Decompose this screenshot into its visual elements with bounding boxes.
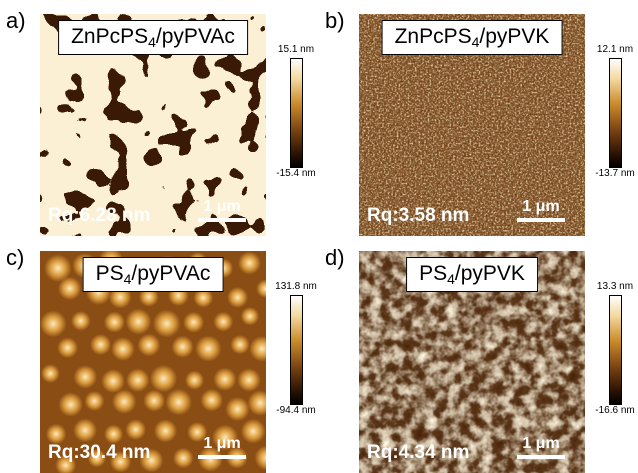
roughness-label: Rq:3.58 nm [367, 205, 470, 226]
colorbar [290, 58, 303, 168]
surface-dot [256, 279, 266, 298]
colorbar-max: 131.8 nm [275, 281, 317, 292]
surface-dot [125, 308, 152, 335]
surface-dot [90, 334, 112, 356]
afm-image: PS4/pyPVK Rq:4.34 nm 1 μm [359, 251, 585, 473]
scale-bar-line [198, 455, 246, 459]
colorbar-min: -15.4 nm [276, 168, 316, 179]
scale-bar: 1 μm [198, 435, 246, 459]
surface-dot [254, 445, 266, 471]
surface-dot [200, 388, 223, 412]
surface-dot [173, 447, 194, 469]
surface-dot [249, 336, 266, 362]
afm-image: PS4/pyPVAc Rq:30.4 nm 1 μm [40, 251, 266, 473]
surface-dot [45, 423, 67, 445]
surface-dot [213, 367, 237, 391]
surface-dot [125, 419, 147, 440]
afm-image: ZnPcPS4/pyPVAc Rq:6.28 nm 1 μm [40, 14, 266, 236]
surface-dot [137, 333, 161, 357]
surface-dot [193, 287, 214, 308]
surface-dot [58, 392, 83, 417]
surface-dot [143, 389, 166, 412]
sample-label: ZnPcPS4/pyPVK [381, 20, 563, 55]
surface-dot [152, 309, 181, 338]
scale-bar-label: 1 μm [522, 435, 560, 452]
panel-a: a) ZnPcPS4/pyPVAc Rq:6.28 nm 1 μm 15.1 n… [0, 0, 319, 236]
surface-dot [109, 451, 132, 473]
surface-dot [183, 311, 205, 333]
panel-b: b) ZnPcPS4/pyPVK Rq:3.58 nm 1 μm 12.1 nm… [319, 0, 638, 236]
surface-dot [73, 418, 97, 443]
surface-dot [55, 454, 77, 473]
colorbar-max: 12.1 nm [596, 44, 634, 55]
colorbar [609, 295, 622, 405]
surface-dot [240, 307, 260, 326]
surface-dot [58, 276, 82, 301]
surface-dot [101, 369, 125, 393]
surface-dot [230, 334, 250, 355]
scale-bar-label: 1 μm [203, 435, 241, 452]
surface-dot [237, 368, 261, 392]
scale-bar: 1 μm [517, 435, 565, 459]
surface-dot [187, 422, 208, 443]
afm-image: ZnPcPS4/pyPVK Rq:3.58 nm 1 μm [359, 14, 585, 236]
surface-dot [237, 251, 261, 275]
surface-dot [212, 424, 239, 451]
surface-dot [112, 389, 137, 414]
scale-bar-line [198, 218, 246, 222]
surface-dot [104, 424, 124, 444]
panel-d: d) PS4/pyPVK Rq:4.34 nm 1 μm 13.3 nm -16… [319, 237, 638, 473]
colorbar-min: -13.7 nm [595, 168, 635, 179]
colorbar [609, 58, 622, 168]
colorbar-max: 15.1 nm [277, 44, 315, 55]
panel-letter: d) [325, 245, 345, 270]
surface-dot [149, 364, 178, 393]
surface-dot [103, 311, 125, 333]
surface-dot [87, 449, 106, 468]
scale-bar-line [517, 218, 565, 222]
roughness-label: Rq:30.4 nm [48, 442, 151, 463]
surface-dot [184, 370, 205, 390]
roughness-label: Rq:4.34 nm [367, 442, 470, 463]
panel-c: c) PS4/pyPVAc Rq:30.4 nm 1 μm 131.8 nm -… [0, 237, 319, 473]
sample-label: ZnPcPS4/pyPVAc [58, 20, 248, 55]
surface-dot [139, 448, 164, 473]
scale-bar: 1 μm [517, 198, 565, 222]
surface-dot [40, 310, 67, 338]
surface-dot [240, 418, 266, 444]
surface-dot [153, 419, 178, 443]
surface-dot [73, 365, 98, 389]
surface-dot [41, 364, 60, 383]
surface-dot [171, 335, 194, 358]
panel-letter: a) [6, 8, 26, 33]
surface-dot [213, 311, 234, 332]
surface-dot [165, 388, 192, 416]
surface-dot [44, 254, 72, 282]
surface-dot [57, 337, 78, 359]
surface-dot [227, 286, 249, 308]
sample-label: PS4/pyPVAc [82, 257, 224, 292]
roughness-label: Rq:6.28 nm [48, 205, 151, 226]
surface-dot [225, 397, 250, 422]
surface-dot [111, 337, 135, 361]
surface-dot [84, 391, 105, 411]
colorbar-min: -94.4 nm [276, 405, 316, 416]
surface-dot [126, 368, 150, 392]
surface-dot [195, 335, 222, 362]
sample-label: PS4/pyPVK [406, 257, 538, 292]
colorbar-min: -16.6 nm [595, 405, 635, 416]
surface-dot [71, 311, 91, 331]
colorbar [290, 295, 303, 405]
scale-bar-line [517, 455, 565, 459]
surface-dot [247, 390, 266, 416]
surface-dot [197, 446, 223, 472]
panel-letter: c) [6, 245, 25, 270]
scale-bar-label: 1 μm [522, 198, 560, 215]
colorbar-max: 13.3 nm [596, 281, 634, 292]
panel-letter: b) [325, 8, 345, 33]
scale-bar-label: 1 μm [203, 198, 241, 215]
scale-bar: 1 μm [198, 198, 246, 222]
